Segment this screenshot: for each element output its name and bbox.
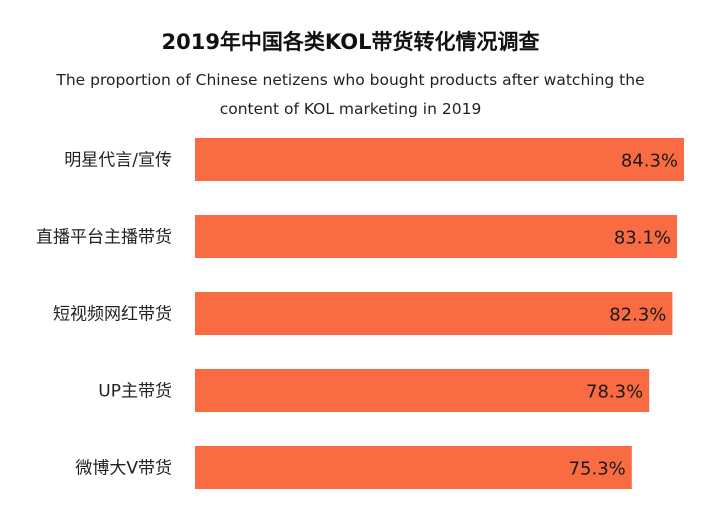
value-label-4: 78.3%: [586, 382, 643, 403]
bar-5: [195, 446, 632, 489]
category-label-5: 微博大V带货: [75, 459, 172, 479]
chart-subtitle: The proportion of Chinese netizens who b…: [56, 71, 645, 118]
bars-layer: 明星代言/宣传 84.3% 直播平台主播带货 83.1% 短视频网红带货 82.3% UP主…: [36, 138, 684, 489]
value-label-3: 82.3%: [609, 305, 666, 326]
value-label-1: 84.3%: [621, 151, 678, 172]
value-label-2: 83.1%: [614, 228, 671, 249]
category-label-2: 直播平台主播带货: [36, 228, 172, 248]
category-label-3: 短视频网红带货: [53, 305, 172, 325]
chart-title: 2019年中国各类KOL带货转化情况调查: [161, 30, 540, 54]
category-label-4: UP主带货: [98, 382, 172, 402]
bar-4: [195, 369, 650, 412]
bar-2: [195, 215, 678, 258]
category-label-1: 明星代言/宣传: [64, 151, 172, 171]
bar-1: [195, 138, 684, 181]
value-label-5: 75.3%: [569, 459, 626, 480]
bar-3: [195, 292, 673, 335]
